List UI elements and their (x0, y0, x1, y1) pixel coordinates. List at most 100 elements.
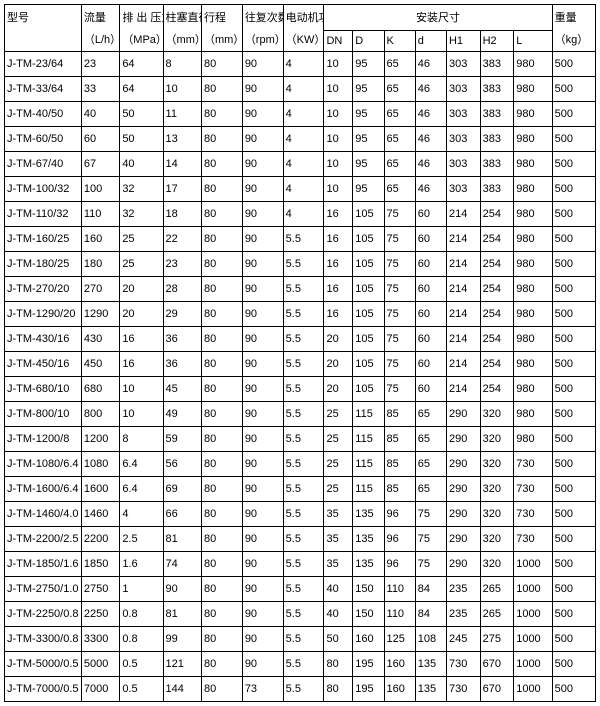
cell-model: J-TM-450/16 (5, 352, 82, 377)
cell-value: 80 (201, 377, 242, 402)
cell-value: 16 (324, 277, 353, 302)
cell-value: 500 (552, 627, 595, 652)
cell-value: 730 (514, 477, 552, 502)
cell-value: 75 (384, 302, 415, 327)
cell-value: 95 (353, 102, 384, 127)
cell-value: 500 (552, 677, 595, 702)
cell-model: J-TM-33/64 (5, 77, 82, 102)
cell-value: 265 (480, 577, 514, 602)
cell-value: 60 (415, 352, 446, 377)
cell-value: 29 (163, 302, 201, 327)
cell-value: 95 (353, 77, 384, 102)
cell-value: 65 (415, 402, 446, 427)
cell-value: 75 (415, 502, 446, 527)
cell-value: 500 (552, 227, 595, 252)
table-row: J-TM-1600/6.416006.46980905.525115856529… (5, 477, 596, 502)
cell-value: 20 (120, 302, 163, 327)
cell-value: 160 (353, 627, 384, 652)
cell-value: 500 (552, 252, 595, 277)
cell-value: 105 (353, 277, 384, 302)
table-header: 型号 流量（L/h） 排 出 压力（MPa） 柱塞直径（mm） 行程（mm） 往… (5, 5, 596, 52)
cell-value: 180 (81, 252, 119, 277)
cell-value: 96 (384, 502, 415, 527)
cell-value: 84 (415, 602, 446, 627)
cell-value: 2.5 (120, 527, 163, 552)
cell-value: 10 (163, 77, 201, 102)
table-body: J-TM-23/64236488090410956546303383980500… (5, 52, 596, 702)
cell-value: 5000 (81, 652, 119, 677)
cell-value: 730 (446, 677, 480, 702)
cell-value: 105 (353, 202, 384, 227)
cell-value: 500 (552, 77, 595, 102)
cell-value: 75 (384, 327, 415, 352)
cell-value: 50 (324, 627, 353, 652)
cell-value: 60 (415, 327, 446, 352)
cell-value: 46 (415, 127, 446, 152)
cell-value: 40 (81, 102, 119, 127)
table-row: J-TM-40/50405011809041095654630338398050… (5, 102, 596, 127)
cell-value: 65 (384, 177, 415, 202)
table-row: J-TM-1200/8120085980905.5251158565290320… (5, 427, 596, 452)
cell-model: J-TM-1200/8 (5, 427, 82, 452)
cell-value: 10 (120, 377, 163, 402)
cell-value: 10 (324, 177, 353, 202)
cell-value: 500 (552, 302, 595, 327)
hdr-install: 安装尺寸 (324, 5, 552, 31)
cell-value: 500 (552, 527, 595, 552)
cell-value: 74 (163, 552, 201, 577)
cell-value: 25 (324, 402, 353, 427)
cell-model: J-TM-40/50 (5, 102, 82, 127)
cell-value: 303 (446, 52, 480, 77)
cell-value: 65 (415, 477, 446, 502)
cell-value: 4 (283, 77, 324, 102)
cell-value: 80 (201, 77, 242, 102)
cell-value: 95 (353, 127, 384, 152)
cell-value: 65 (384, 77, 415, 102)
cell-value: 980 (514, 377, 552, 402)
cell-value: 980 (514, 77, 552, 102)
cell-value: 40 (324, 577, 353, 602)
cell-value: 105 (353, 302, 384, 327)
cell-value: 5.5 (283, 477, 324, 502)
cell-value: 35 (324, 502, 353, 527)
cell-value: 214 (446, 302, 480, 327)
cell-value: 245 (446, 627, 480, 652)
cell-value: 16 (120, 327, 163, 352)
cell-value: 290 (446, 452, 480, 477)
cell-value: 90 (242, 302, 283, 327)
cell-value: 4 (283, 102, 324, 127)
cell-value: 160 (384, 677, 415, 702)
cell-model: J-TM-100/32 (5, 177, 82, 202)
cell-value: 5.5 (283, 577, 324, 602)
cell-value: 150 (353, 577, 384, 602)
cell-value: 69 (163, 477, 201, 502)
cell-value: 90 (242, 127, 283, 152)
cell-model: J-TM-430/16 (5, 327, 82, 352)
cell-value: 235 (446, 577, 480, 602)
cell-value: 32 (120, 202, 163, 227)
table-row: J-TM-67/40674014809041095654630338398050… (5, 152, 596, 177)
cell-value: 214 (446, 252, 480, 277)
cell-value: 1080 (81, 452, 119, 477)
cell-value: 115 (353, 402, 384, 427)
hdr-recip: 往复次数（rpm） (242, 5, 283, 52)
cell-value: 5.5 (283, 527, 324, 552)
cell-value: 50 (120, 127, 163, 152)
cell-value: 73 (242, 677, 283, 702)
cell-value: 383 (480, 177, 514, 202)
cell-value: 0.8 (120, 602, 163, 627)
cell-value: 254 (480, 252, 514, 277)
cell-value: 6.4 (120, 477, 163, 502)
cell-value: 383 (480, 52, 514, 77)
cell-model: J-TM-1460/4.0 (5, 502, 82, 527)
cell-value: 6.4 (120, 452, 163, 477)
cell-value: 254 (480, 377, 514, 402)
cell-value: 108 (415, 627, 446, 652)
spec-table: 型号 流量（L/h） 排 出 压力（MPa） 柱塞直径（mm） 行程（mm） 往… (4, 4, 596, 702)
table-row: J-TM-680/10680104580905.5201057560214254… (5, 377, 596, 402)
cell-value: 195 (353, 677, 384, 702)
table-row: J-TM-1460/4.0146046680905.53513596752903… (5, 502, 596, 527)
cell-value: 290 (446, 402, 480, 427)
cell-value: 135 (415, 652, 446, 677)
cell-value: 90 (242, 452, 283, 477)
